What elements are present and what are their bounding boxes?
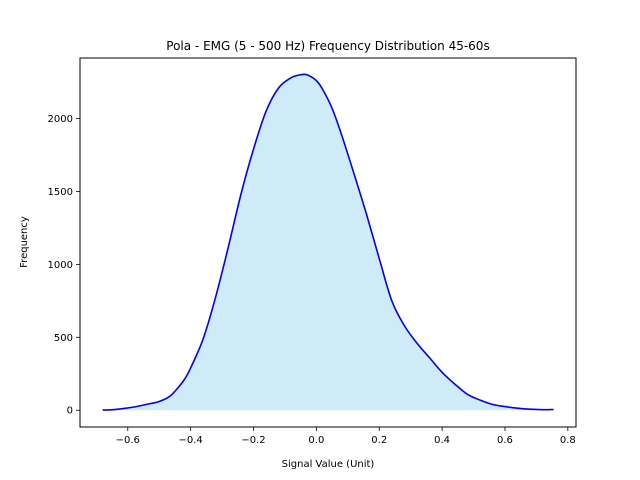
x-tick-label: 0.0 bbox=[308, 435, 324, 446]
x-tick-label: 0.6 bbox=[497, 435, 513, 446]
chart-title: Pola - EMG (5 - 500 Hz) Frequency Distri… bbox=[166, 39, 489, 53]
axes-frame bbox=[79, 57, 577, 428]
x-tick-label: 0.4 bbox=[434, 435, 450, 446]
y-tick-label: 1000 bbox=[48, 260, 73, 271]
y-axis-label: Frequency bbox=[19, 216, 30, 268]
x-tick-label: 0.8 bbox=[560, 435, 576, 446]
y-tick-label: 2000 bbox=[48, 114, 73, 125]
y-tick-label: 1500 bbox=[48, 187, 73, 198]
x-axis-label: Signal Value (Unit) bbox=[282, 459, 375, 470]
y-tick-label: 500 bbox=[54, 333, 73, 344]
y-tick-label: 0 bbox=[67, 406, 73, 417]
x-tick-label: −0.2 bbox=[241, 435, 265, 446]
distribution-fill-area bbox=[102, 74, 554, 411]
x-tick-label: 0.2 bbox=[371, 435, 387, 446]
x-tick-label: −0.6 bbox=[116, 435, 140, 446]
x-tick-label: −0.4 bbox=[178, 435, 202, 446]
distribution-curve-line bbox=[102, 73, 554, 411]
